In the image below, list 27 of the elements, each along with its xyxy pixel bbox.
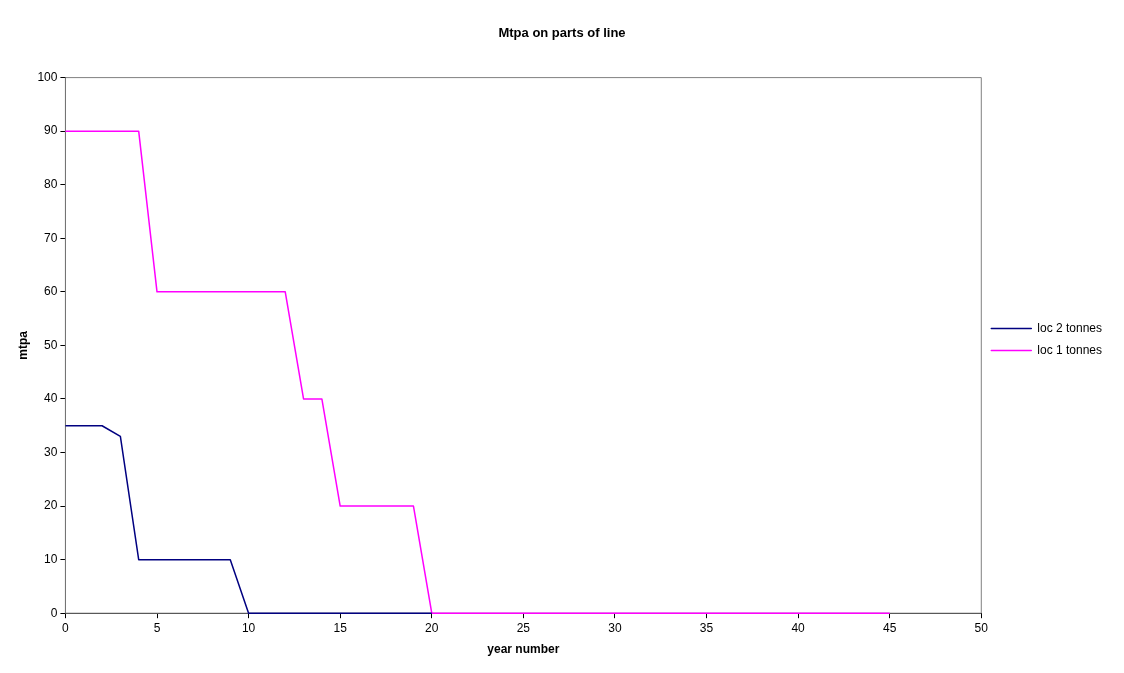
y-tick-label: 40 (44, 391, 58, 406)
x-axis-title: year number (487, 642, 560, 657)
y-tick-label: 20 (44, 498, 58, 513)
x-tick-label: 15 (333, 620, 348, 635)
x-tick-label: 35 (699, 620, 714, 635)
y-tick-label: 60 (44, 284, 58, 299)
y-axis-title: mtpa (15, 330, 30, 360)
y-tick-label: 0 (50, 605, 58, 620)
y-tick-label: 80 (44, 177, 58, 192)
y-tick-label: 30 (44, 444, 58, 459)
y-tick-label: 10 (44, 551, 58, 566)
x-tick-label: 45 (883, 620, 897, 635)
y-tick-label: 70 (44, 230, 58, 245)
x-tick-label: 20 (425, 620, 439, 635)
x-tick-label: 0 (62, 620, 70, 635)
chart-title: Mtpa on parts of line (498, 25, 626, 41)
y-tick-label: 100 (37, 69, 58, 84)
x-tick-label: 25 (516, 620, 531, 635)
x-tick-label: 10 (241, 620, 256, 635)
y-tick-label: 90 (44, 123, 58, 138)
x-tick-label: 30 (608, 620, 622, 635)
x-tick-label: 5 (153, 620, 161, 635)
legend-label: loc 1 tonnes (1037, 342, 1103, 357)
x-tick-label: 40 (791, 620, 806, 635)
legend-label: loc 2 tonnes (1037, 320, 1103, 335)
x-tick-label: 50 (974, 620, 989, 635)
y-tick-label: 50 (44, 337, 58, 352)
